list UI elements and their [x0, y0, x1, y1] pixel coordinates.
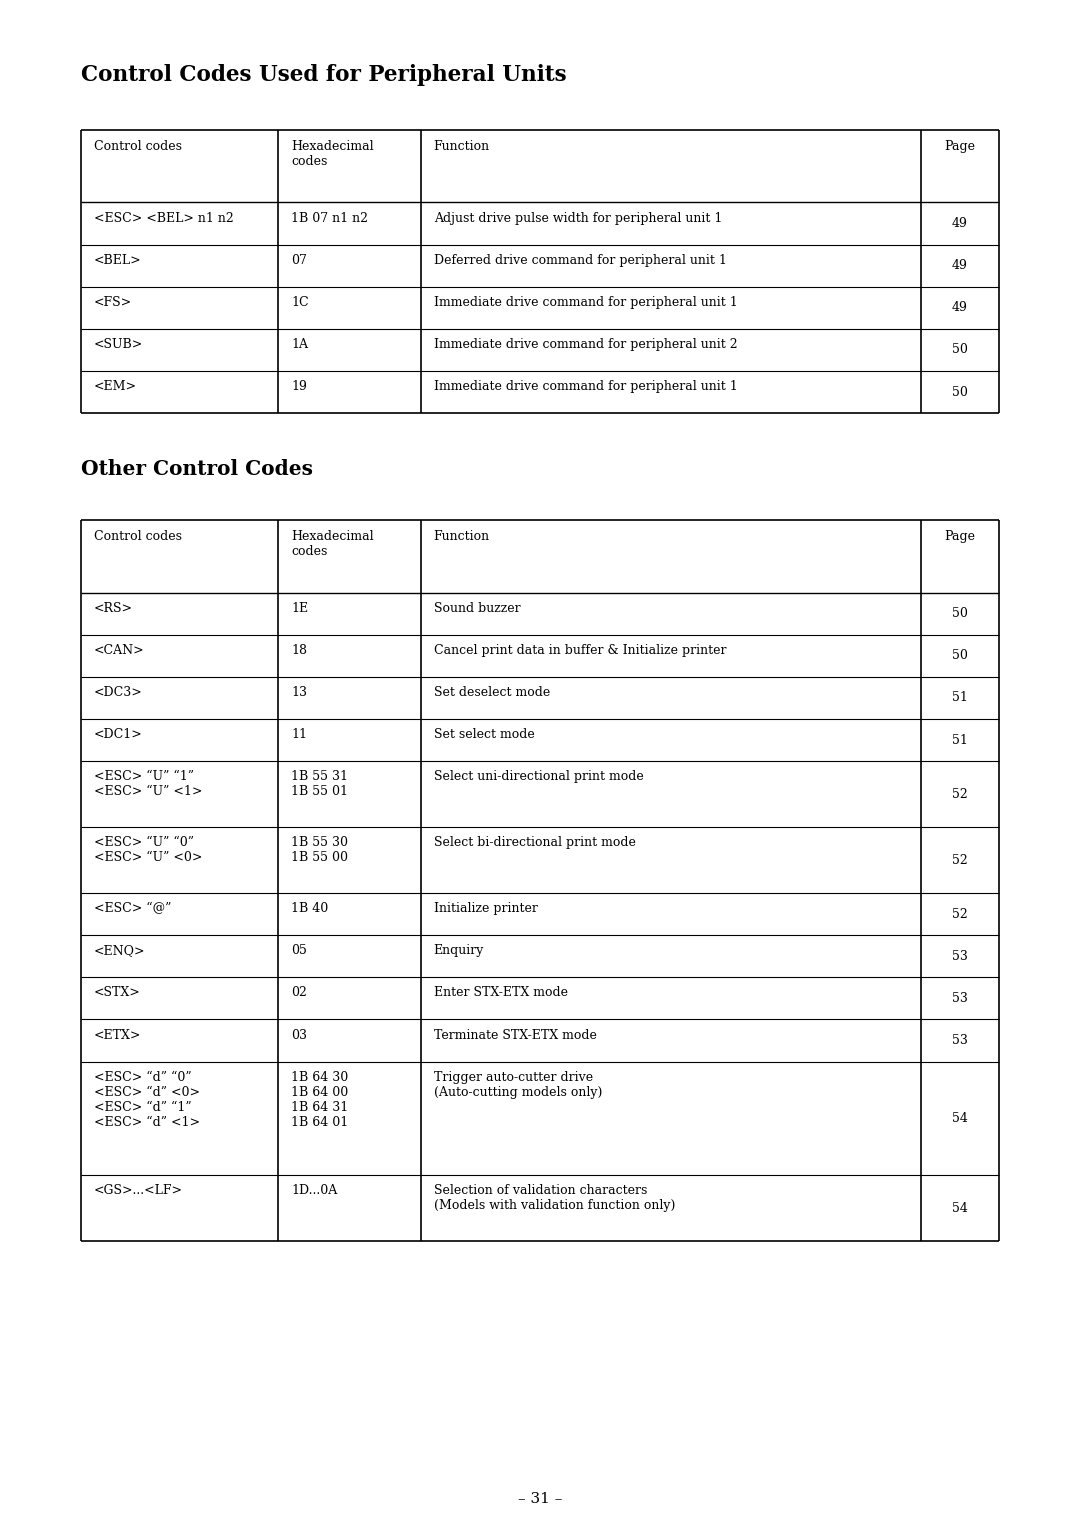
Text: Select bi-directional print mode: Select bi-directional print mode	[434, 837, 635, 849]
Text: Terminate STX-ETX mode: Terminate STX-ETX mode	[434, 1029, 596, 1041]
Text: <GS>...<LF>: <GS>...<LF>	[94, 1185, 183, 1197]
Text: Immediate drive command for peripheral unit 2: Immediate drive command for peripheral u…	[434, 339, 738, 351]
Text: 11: 11	[292, 728, 308, 740]
Text: <ESC> “@”: <ESC> “@”	[94, 901, 172, 915]
Text: 1B 64 30
1B 64 00
1B 64 31
1B 64 01: 1B 64 30 1B 64 00 1B 64 31 1B 64 01	[292, 1072, 349, 1128]
Text: Hexadecimal
codes: Hexadecimal codes	[292, 140, 374, 167]
Text: <BEL>: <BEL>	[94, 254, 141, 267]
Text: Sound buzzer: Sound buzzer	[434, 602, 521, 615]
Text: 52: 52	[953, 908, 968, 920]
Text: 1B 55 31
1B 55 01: 1B 55 31 1B 55 01	[292, 771, 349, 799]
Text: 13: 13	[292, 687, 308, 699]
Text: Trigger auto-cutter drive
(Auto-cutting models only): Trigger auto-cutter drive (Auto-cutting …	[434, 1072, 602, 1099]
Text: 50: 50	[953, 650, 968, 662]
Text: Immediate drive command for peripheral unit 1: Immediate drive command for peripheral u…	[434, 296, 738, 308]
Text: 52: 52	[953, 788, 968, 800]
Text: Control Codes Used for Peripheral Units: Control Codes Used for Peripheral Units	[81, 64, 567, 86]
Text: <RS>: <RS>	[94, 602, 133, 615]
Text: 52: 52	[953, 854, 968, 866]
Text: Initialize printer: Initialize printer	[434, 901, 538, 915]
Text: <ESC> “U” “1”
<ESC> “U” <1>: <ESC> “U” “1” <ESC> “U” <1>	[94, 771, 202, 799]
Text: <CAN>: <CAN>	[94, 644, 145, 656]
Text: <ESC> <BEL> n1 n2: <ESC> <BEL> n1 n2	[94, 212, 233, 224]
Text: Page: Page	[945, 530, 975, 543]
Text: 1D...0A: 1D...0A	[292, 1185, 338, 1197]
Text: 1E: 1E	[292, 602, 309, 615]
Text: 1A: 1A	[292, 339, 308, 351]
Text: 54: 54	[953, 1202, 968, 1214]
Text: Hexadecimal
codes: Hexadecimal codes	[292, 530, 374, 558]
Text: <ENQ>: <ENQ>	[94, 944, 146, 957]
Text: – 31 –: – 31 –	[517, 1492, 563, 1507]
Text: 1B 55 30
1B 55 00: 1B 55 30 1B 55 00	[292, 837, 349, 865]
Text: Set deselect mode: Set deselect mode	[434, 687, 550, 699]
Text: 50: 50	[953, 343, 968, 356]
Text: Deferred drive command for peripheral unit 1: Deferred drive command for peripheral un…	[434, 254, 727, 267]
Text: <EM>: <EM>	[94, 380, 137, 392]
Text: 51: 51	[953, 734, 968, 747]
Text: Control codes: Control codes	[94, 530, 181, 543]
Text: Set select mode: Set select mode	[434, 728, 535, 740]
Text: Other Control Codes: Other Control Codes	[81, 460, 313, 480]
Text: <DC1>: <DC1>	[94, 728, 143, 740]
Text: Adjust drive pulse width for peripheral unit 1: Adjust drive pulse width for peripheral …	[434, 212, 723, 224]
Text: Immediate drive command for peripheral unit 1: Immediate drive command for peripheral u…	[434, 380, 738, 392]
Text: 1C: 1C	[292, 296, 309, 308]
Text: 53: 53	[953, 1035, 968, 1047]
Text: 07: 07	[292, 254, 307, 267]
Text: 49: 49	[953, 259, 968, 271]
Text: <ESC> “U” “0”
<ESC> “U” <0>: <ESC> “U” “0” <ESC> “U” <0>	[94, 837, 202, 865]
Text: 53: 53	[953, 992, 968, 1004]
Text: Function: Function	[434, 140, 489, 152]
Text: Enter STX-ETX mode: Enter STX-ETX mode	[434, 987, 568, 1000]
Text: 49: 49	[953, 218, 968, 230]
Text: Cancel print data in buffer & Initialize printer: Cancel print data in buffer & Initialize…	[434, 644, 726, 656]
Text: <ETX>: <ETX>	[94, 1029, 141, 1041]
Text: 50: 50	[953, 607, 968, 619]
Text: 18: 18	[292, 644, 308, 656]
Text: <DC3>: <DC3>	[94, 687, 143, 699]
Text: 53: 53	[953, 950, 968, 963]
Text: 1B 40: 1B 40	[292, 901, 328, 915]
Text: Control codes: Control codes	[94, 140, 181, 152]
Text: 1B 07 n1 n2: 1B 07 n1 n2	[292, 212, 368, 224]
Text: 50: 50	[953, 386, 968, 399]
Text: <STX>: <STX>	[94, 987, 140, 1000]
Text: 51: 51	[953, 691, 968, 704]
Text: 03: 03	[292, 1029, 308, 1041]
Text: Selection of validation characters
(Models with validation function only): Selection of validation characters (Mode…	[434, 1185, 675, 1213]
Text: Page: Page	[945, 140, 975, 152]
Text: 02: 02	[292, 987, 307, 1000]
Text: Enquiry: Enquiry	[434, 944, 484, 957]
Text: <SUB>: <SUB>	[94, 339, 144, 351]
Text: <ESC> “d” “0”
<ESC> “d” <0>
<ESC> “d” “1”
<ESC> “d” <1>: <ESC> “d” “0” <ESC> “d” <0> <ESC> “d” “1…	[94, 1072, 200, 1128]
Text: Select uni-directional print mode: Select uni-directional print mode	[434, 771, 644, 783]
Text: 54: 54	[953, 1111, 968, 1125]
Text: 19: 19	[292, 380, 307, 392]
Text: <FS>: <FS>	[94, 296, 132, 308]
Text: 49: 49	[953, 302, 968, 314]
Text: 05: 05	[292, 944, 307, 957]
Text: Function: Function	[434, 530, 489, 543]
